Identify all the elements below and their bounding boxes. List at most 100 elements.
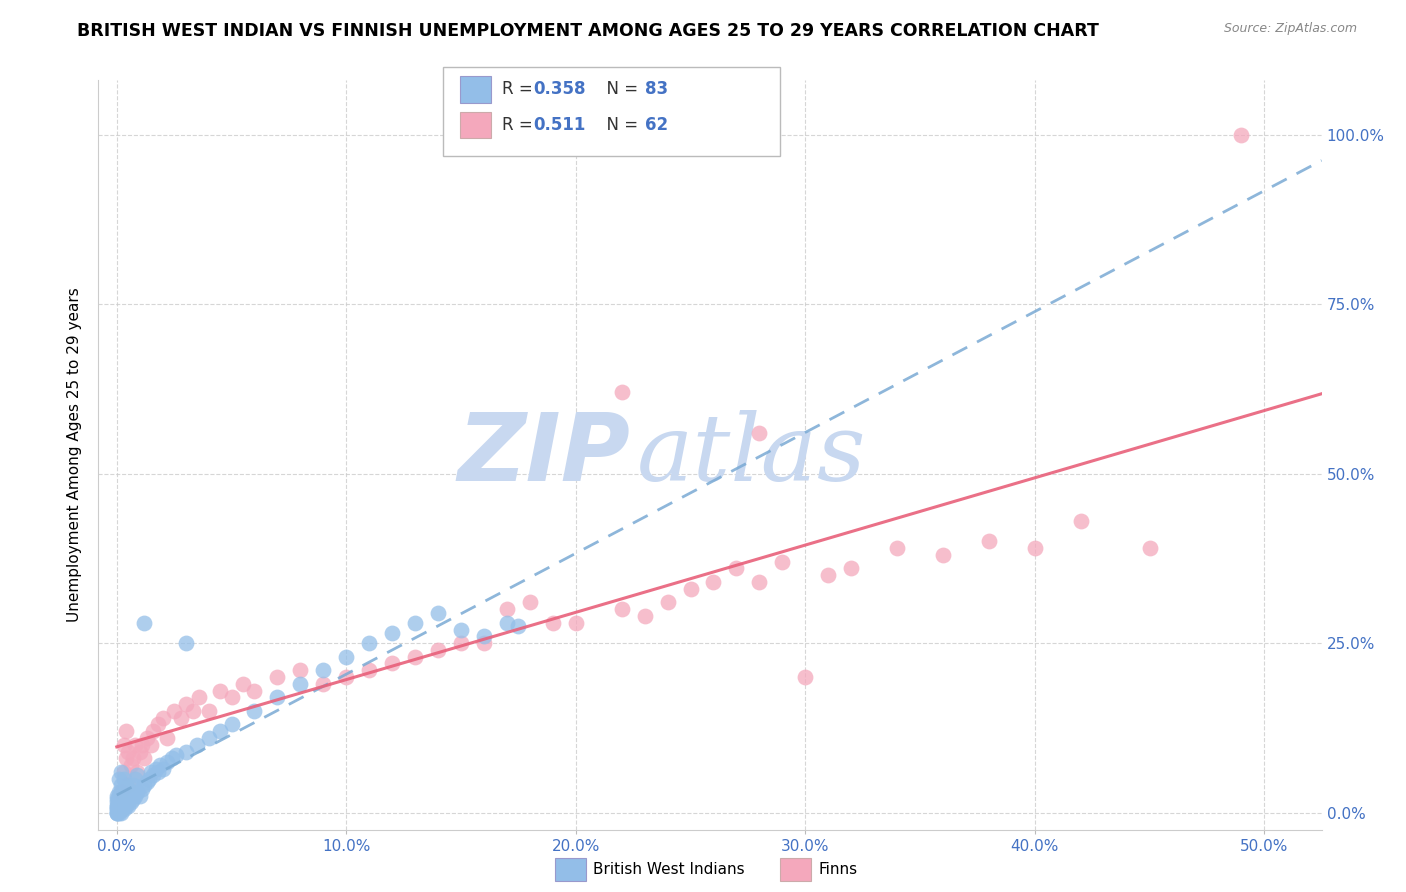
- Point: [131, 781, 153, 796]
- Point: [121, 751, 143, 765]
- Point: [124, 738, 146, 752]
- Point: [679, 582, 702, 596]
- Point: [117, 779, 139, 793]
- Point: [141, 764, 163, 779]
- Point: [290, 663, 312, 677]
- Point: [335, 670, 357, 684]
- Point: [266, 690, 288, 705]
- Point: [115, 779, 138, 793]
- Point: [110, 798, 132, 813]
- Point: [381, 626, 404, 640]
- Point: [108, 772, 131, 786]
- Point: [886, 541, 908, 556]
- Text: N =: N =: [596, 80, 644, 98]
- Point: [156, 731, 179, 745]
- Point: [174, 697, 197, 711]
- Text: BRITISH WEST INDIAN VS FINNISH UNEMPLOYMENT AMONG AGES 25 TO 29 YEARS CORRELATIO: BRITISH WEST INDIAN VS FINNISH UNEMPLOYM…: [77, 22, 1099, 40]
- Point: [1230, 128, 1253, 142]
- Point: [450, 623, 472, 637]
- Point: [108, 802, 131, 816]
- Point: [290, 677, 312, 691]
- Point: [105, 805, 128, 820]
- Point: [145, 762, 167, 776]
- Point: [149, 758, 172, 772]
- Point: [610, 385, 633, 400]
- Point: [142, 724, 165, 739]
- Point: [112, 785, 135, 799]
- Text: 0.511: 0.511: [533, 116, 585, 134]
- Point: [115, 796, 138, 810]
- Point: [105, 796, 128, 810]
- Point: [105, 802, 128, 816]
- Point: [117, 745, 139, 759]
- Point: [112, 792, 135, 806]
- Point: [404, 615, 426, 630]
- Point: [266, 670, 288, 684]
- Point: [105, 805, 128, 820]
- Point: [146, 717, 169, 731]
- Point: [127, 768, 149, 782]
- Point: [124, 789, 146, 803]
- Point: [127, 764, 149, 779]
- Point: [120, 785, 142, 799]
- Text: 0.358: 0.358: [533, 80, 585, 98]
- Point: [359, 663, 381, 677]
- Point: [110, 764, 132, 779]
- Point: [138, 772, 160, 786]
- Point: [128, 789, 150, 803]
- Point: [152, 711, 174, 725]
- Point: [105, 798, 128, 813]
- Point: [110, 805, 132, 820]
- Point: [112, 796, 135, 810]
- Point: [541, 615, 564, 630]
- Point: [110, 785, 132, 799]
- Point: [112, 798, 135, 813]
- Point: [120, 758, 142, 772]
- Text: R =: R =: [502, 116, 543, 134]
- Point: [1070, 514, 1092, 528]
- Point: [496, 602, 519, 616]
- Point: [163, 704, 186, 718]
- Point: [748, 425, 770, 440]
- Point: [932, 548, 955, 562]
- Point: [496, 615, 519, 630]
- Point: [794, 670, 817, 684]
- Point: [725, 561, 748, 575]
- Point: [146, 764, 169, 779]
- Point: [110, 792, 132, 806]
- Point: [243, 704, 266, 718]
- Point: [174, 745, 197, 759]
- Point: [156, 755, 179, 769]
- Point: [110, 779, 132, 793]
- Point: [472, 629, 495, 643]
- Point: [450, 636, 472, 650]
- Text: Source: ZipAtlas.com: Source: ZipAtlas.com: [1223, 22, 1357, 36]
- Point: [427, 606, 450, 620]
- Point: [312, 677, 335, 691]
- Point: [508, 619, 530, 633]
- Point: [209, 724, 232, 739]
- Point: [817, 568, 839, 582]
- Point: [112, 764, 135, 779]
- Text: 62: 62: [645, 116, 668, 134]
- Point: [121, 792, 143, 806]
- Point: [134, 779, 156, 793]
- Point: [186, 738, 208, 752]
- Point: [115, 724, 138, 739]
- Text: British West Indians: British West Indians: [593, 863, 745, 877]
- Point: [221, 717, 243, 731]
- Point: [115, 789, 138, 803]
- Point: [134, 615, 156, 630]
- Point: [519, 595, 541, 609]
- Point: [221, 690, 243, 705]
- Point: [108, 793, 131, 807]
- Point: [128, 745, 150, 759]
- Point: [165, 747, 187, 762]
- Point: [312, 663, 335, 677]
- Point: [243, 683, 266, 698]
- Point: [117, 781, 139, 796]
- Point: [472, 636, 495, 650]
- Point: [105, 798, 128, 813]
- Point: [152, 762, 174, 776]
- Point: [135, 731, 157, 745]
